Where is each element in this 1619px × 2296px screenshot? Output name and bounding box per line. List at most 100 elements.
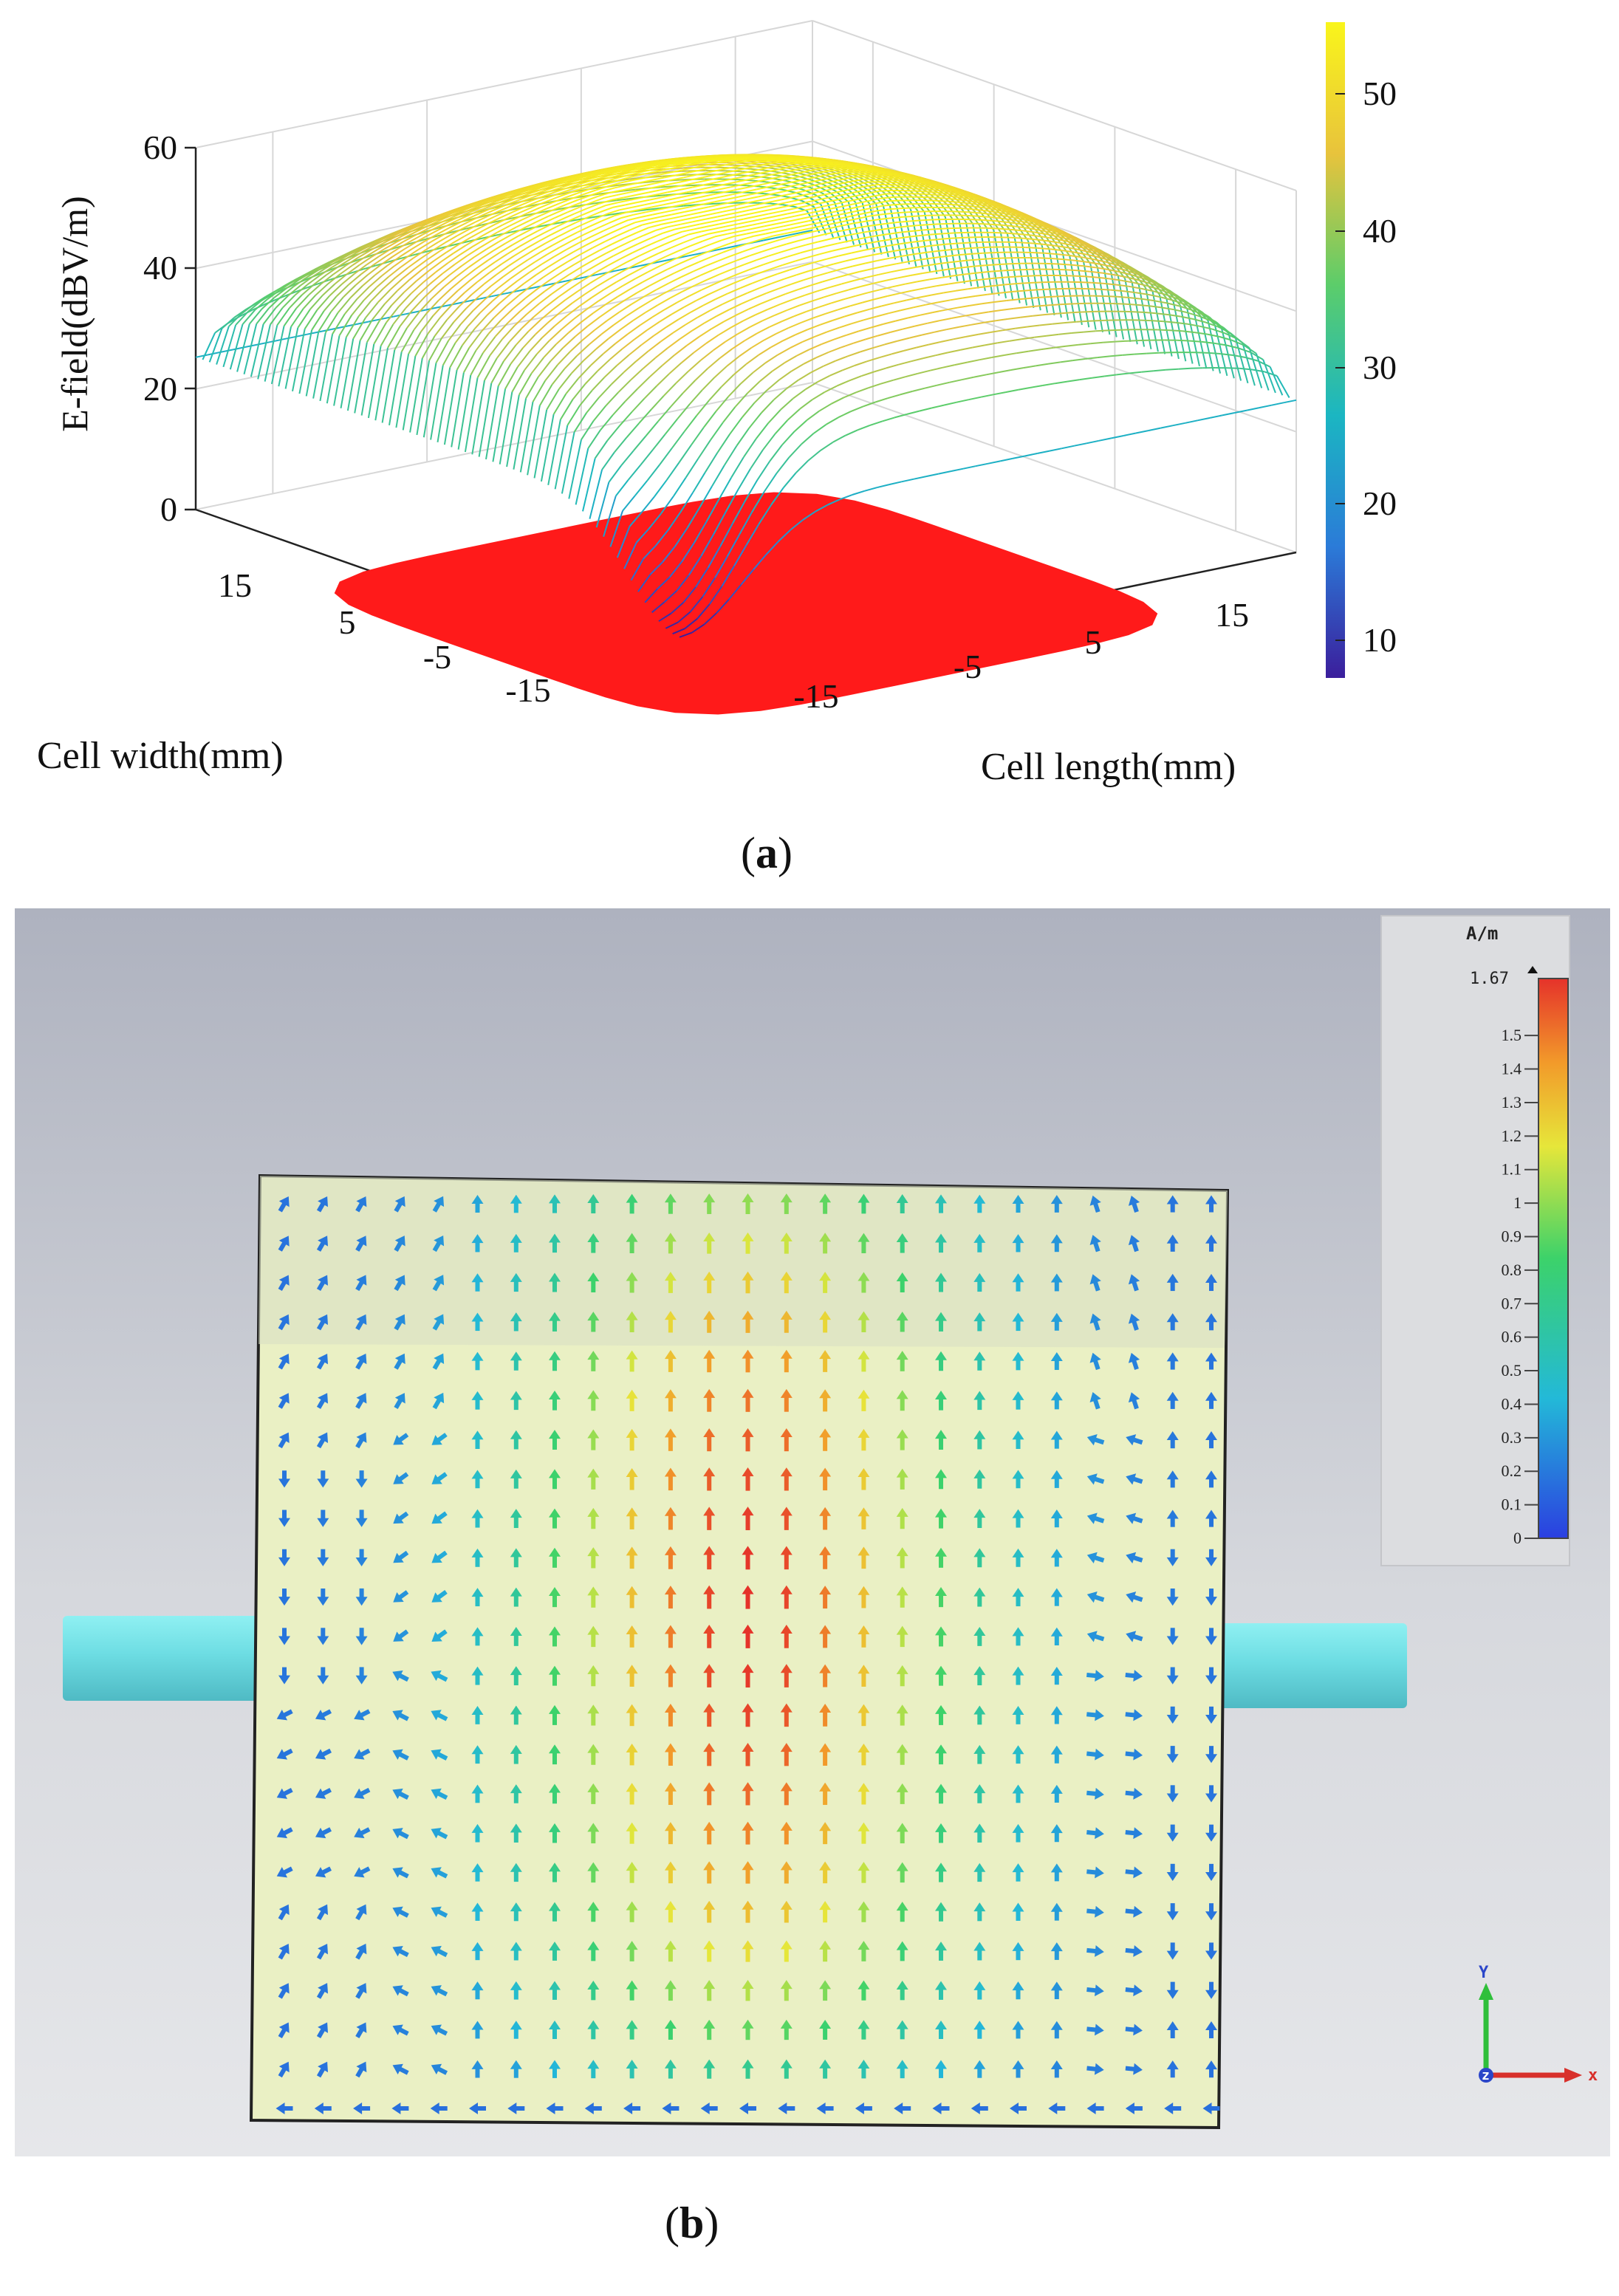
surface-segment xyxy=(936,352,948,355)
surface-segment xyxy=(1072,276,1085,277)
surface-segment xyxy=(523,335,535,348)
surface-segment xyxy=(555,316,567,326)
surface-segment xyxy=(963,208,976,209)
surface-segment xyxy=(375,348,388,420)
surface-segment xyxy=(803,224,815,226)
surface-segment xyxy=(1175,323,1188,324)
surface-segment xyxy=(988,293,1000,295)
surface-segment xyxy=(573,384,586,400)
surface-segment xyxy=(916,265,928,267)
surface-segment xyxy=(599,385,612,398)
colorbar-tick: 0.1 xyxy=(1502,1495,1522,1514)
surface-segment xyxy=(652,309,665,317)
surface-segment xyxy=(776,256,788,260)
surface-segment xyxy=(643,275,655,282)
surface-segment xyxy=(628,217,640,220)
surface-segment xyxy=(794,312,807,316)
surface-segment xyxy=(812,247,825,250)
surface-segment xyxy=(889,310,901,313)
surface-segment xyxy=(583,273,596,280)
colorbar-tick: 40 xyxy=(1363,212,1397,250)
surface-segment xyxy=(770,445,782,462)
surface-segment xyxy=(629,345,642,355)
surface-segment xyxy=(761,209,774,211)
surface-segment xyxy=(1038,248,1050,249)
colorbar-tick: 0.2 xyxy=(1502,1461,1522,1480)
surface-segment xyxy=(702,377,715,390)
surface-segment xyxy=(633,312,646,321)
surface-segment xyxy=(804,276,816,280)
surface-segment xyxy=(616,275,629,282)
surface-segment xyxy=(753,199,765,202)
surface-segment xyxy=(637,286,649,292)
surface-segment xyxy=(756,423,769,439)
surface-segment xyxy=(1012,291,1024,292)
surface-segment xyxy=(606,202,618,205)
surface-segment xyxy=(722,298,735,304)
surface-segment xyxy=(950,238,962,239)
surface-segment xyxy=(569,267,582,274)
surface-segment xyxy=(872,188,885,189)
surface-segment xyxy=(1130,298,1143,299)
surface-segment xyxy=(781,209,793,212)
surface-segment xyxy=(1072,359,1085,360)
surface-segment xyxy=(813,314,826,318)
surface-segment xyxy=(663,230,675,233)
surface-segment xyxy=(1191,368,1203,369)
surface-segment xyxy=(777,457,790,473)
surface-segment xyxy=(1018,283,1030,284)
surface-segment xyxy=(849,287,861,290)
surface-segment xyxy=(942,198,955,199)
surface-segment xyxy=(933,310,945,312)
surface-segment xyxy=(971,253,983,254)
surface-segment xyxy=(1048,362,1061,363)
surface-segment xyxy=(594,405,606,420)
surface-segment xyxy=(1128,340,1140,341)
surface-segment xyxy=(701,351,713,360)
surface-segment xyxy=(1058,312,1070,313)
surface-segment xyxy=(779,371,792,380)
surface-segment xyxy=(765,274,778,278)
surface-segment xyxy=(759,347,771,355)
surface-segment xyxy=(728,231,740,234)
surface-segment xyxy=(776,187,789,189)
surface-segment xyxy=(787,306,800,310)
surface-segment xyxy=(745,189,757,191)
surface-segment xyxy=(535,255,547,262)
surface-segment xyxy=(705,453,718,473)
floor-projection xyxy=(335,492,1158,714)
surface-segment xyxy=(661,333,674,342)
surface-segment xyxy=(1037,451,1050,453)
surface-segment xyxy=(626,308,639,316)
surface-segment xyxy=(1159,352,1171,353)
surface-segment xyxy=(735,393,747,407)
surface-segment xyxy=(600,244,612,250)
surface-segment xyxy=(879,272,891,275)
axis-label-z: z xyxy=(1482,2068,1490,2083)
surface-segment xyxy=(563,337,575,349)
surface-segment xyxy=(588,430,600,448)
surface-segment xyxy=(739,194,752,196)
surface-segment xyxy=(852,264,865,267)
surface-segment xyxy=(860,348,873,352)
surface-segment xyxy=(887,233,900,234)
surface-segment xyxy=(637,377,650,388)
surface-segment xyxy=(842,366,855,370)
surface-segment xyxy=(878,332,891,336)
surface-segment xyxy=(775,310,787,315)
surface-segment xyxy=(738,222,750,224)
surface-segment xyxy=(617,289,630,297)
surface-segment xyxy=(896,318,908,321)
panel-label-b: (b) xyxy=(665,2199,719,2247)
panel-a: 0 20 40 60 15 5 -5 -15 -15 -5 5 15 E-fie… xyxy=(0,0,1619,908)
surface-segment xyxy=(615,334,628,343)
surface-segment xyxy=(623,278,636,286)
surface-segment xyxy=(1052,323,1064,324)
surface-segment xyxy=(746,196,759,199)
surface-segment xyxy=(1016,227,1028,228)
surface-segment xyxy=(818,239,831,242)
surface-segment xyxy=(1024,366,1036,368)
surface-segment xyxy=(1125,304,1137,305)
surface-segment xyxy=(958,254,971,255)
surface-segment xyxy=(558,288,571,297)
